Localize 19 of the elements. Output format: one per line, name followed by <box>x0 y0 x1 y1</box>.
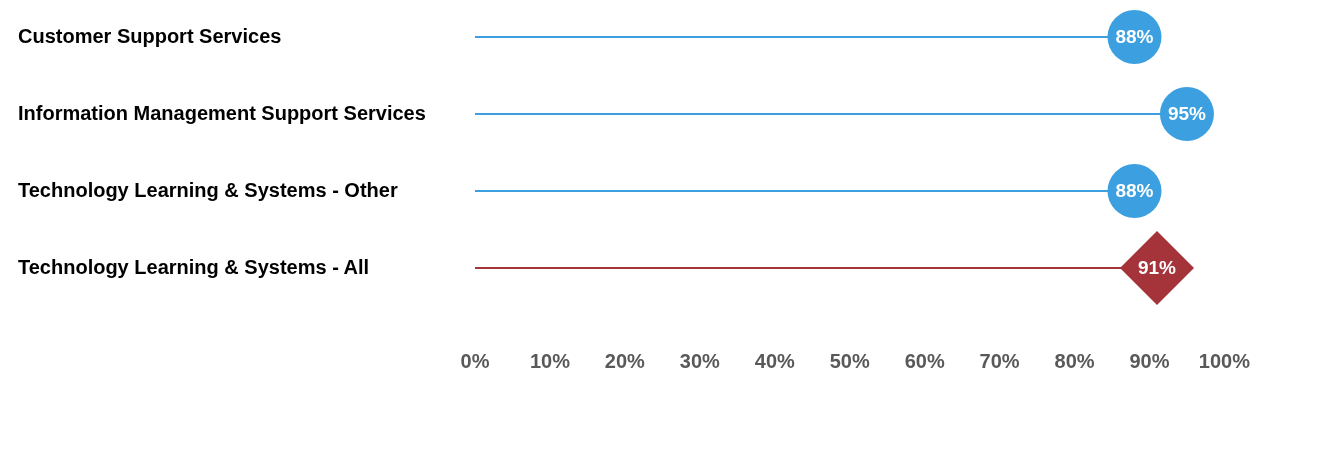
data-label: 91% <box>1137 257 1177 279</box>
x-tick-label: 10% <box>529 349 571 372</box>
x-tick-label: 20% <box>604 349 646 372</box>
y-tick-label: Technology Learning & Systems - Other <box>18 178 398 201</box>
data-label: 88% <box>1115 180 1154 202</box>
x-tick-label: 100% <box>1198 349 1251 372</box>
data-label: 88% <box>1115 26 1154 48</box>
x-tick-label: 70% <box>979 349 1020 372</box>
x-tick-label: 30% <box>679 349 721 372</box>
x-tick-label: 40% <box>754 349 795 372</box>
x-tick-label: 60% <box>904 349 945 372</box>
x-tick-label: 90% <box>1129 349 1170 372</box>
x-tick-label: 80% <box>1054 349 1095 372</box>
y-tick-label: Information Management Support Services <box>18 101 426 124</box>
data-label: 95% <box>1167 103 1207 125</box>
x-tick-label: 0% <box>460 349 490 372</box>
y-tick-label: Customer Support Services <box>18 24 282 47</box>
y-tick-label: Technology Learning & Systems - All <box>18 255 370 278</box>
x-tick-label: 50% <box>829 349 870 372</box>
